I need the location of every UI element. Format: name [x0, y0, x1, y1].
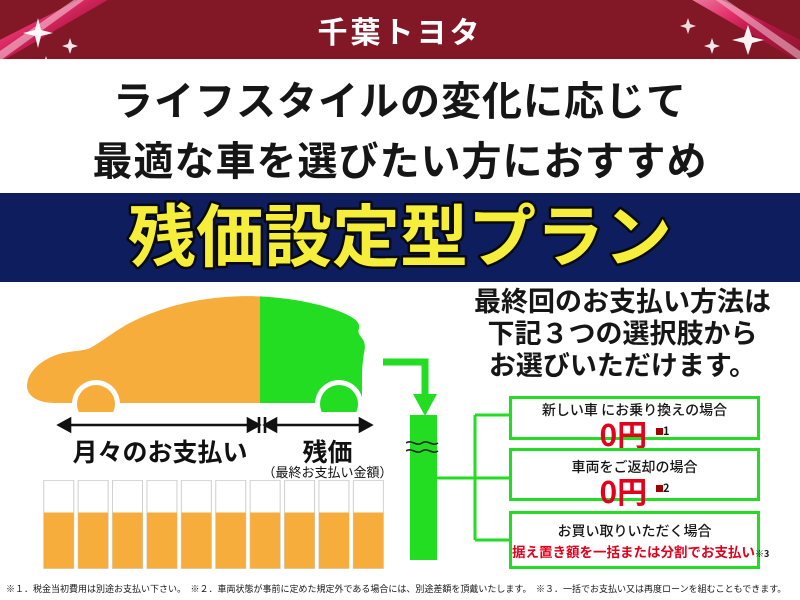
svg-text:残価設定型プラン: 残価設定型プラン	[128, 193, 672, 281]
